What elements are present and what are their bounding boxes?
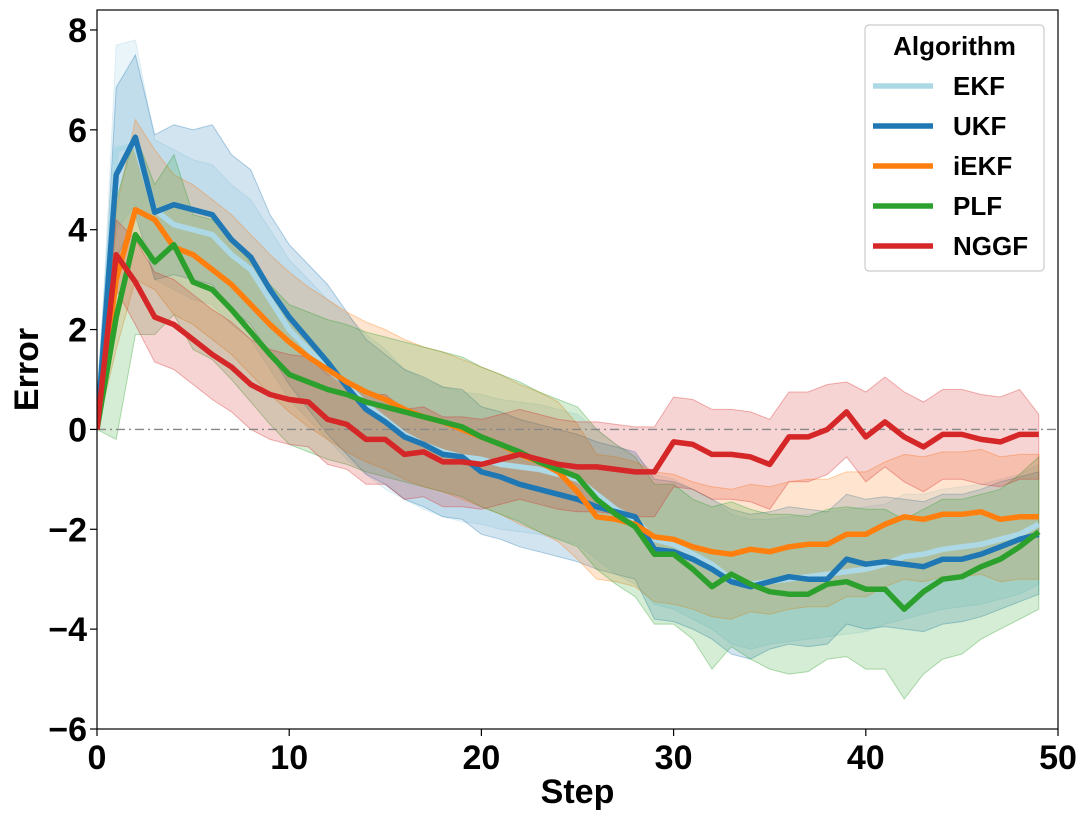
- y-tick-label: 4: [68, 212, 87, 250]
- y-axis-label: Error: [8, 328, 46, 411]
- x-tick-label: 30: [655, 739, 693, 777]
- x-tick-label: 10: [270, 739, 308, 777]
- series-line-iekf: [97, 206, 1039, 557]
- series-line-ukf: [97, 134, 1040, 590]
- band-nggf: [97, 218, 1040, 518]
- x-axis-label: Step: [541, 773, 615, 811]
- x-tick-label: 40: [847, 739, 885, 777]
- y-tick-label: −4: [48, 611, 87, 649]
- y-tick-label: −6: [48, 711, 87, 749]
- legend-item-ukf: UKF: [873, 111, 1006, 141]
- series-line-nggf: [97, 251, 1039, 475]
- confidence-bands: [97, 39, 1040, 700]
- legend-label: EKF: [953, 71, 1005, 101]
- legend-items: EKF UKF iEKF PLF NGGF: [873, 71, 1028, 261]
- legend-item-iekf: iEKF: [873, 151, 1012, 181]
- x-tick-label: 20: [462, 739, 500, 777]
- x-tick-label: 0: [88, 739, 107, 777]
- y-tick-label: 6: [68, 112, 87, 150]
- x-tick-label: 50: [1039, 739, 1077, 777]
- series-line-ekf: [97, 142, 1041, 587]
- y-axis: −6 −4 −2 0 2 4 6 8: [48, 12, 97, 749]
- y-tick-label: −2: [48, 511, 87, 549]
- legend-label: PLF: [953, 191, 1002, 221]
- series-lines: [97, 134, 1041, 612]
- legend-label: UKF: [953, 111, 1006, 141]
- y-tick-label: 8: [68, 12, 87, 50]
- series-line-plf: [97, 231, 1041, 612]
- y-tick-label: 2: [68, 312, 87, 350]
- y-tick-label: 0: [68, 411, 87, 449]
- plot-frame: [96, 9, 1059, 730]
- legend-item-ekf: EKF: [873, 71, 1005, 101]
- legend-title: Algorithm: [893, 31, 1016, 61]
- legend-item-nggf: NGGF: [873, 231, 1028, 261]
- legend-label: iEKF: [953, 151, 1012, 181]
- x-axis: 0 10 20 30 40 50: [88, 729, 1077, 777]
- legend-label: NGGF: [953, 231, 1028, 261]
- legend: Algorithm EKF UKF iEKF PLF NGGF: [864, 24, 1045, 272]
- legend-item-plf: PLF: [873, 191, 1002, 221]
